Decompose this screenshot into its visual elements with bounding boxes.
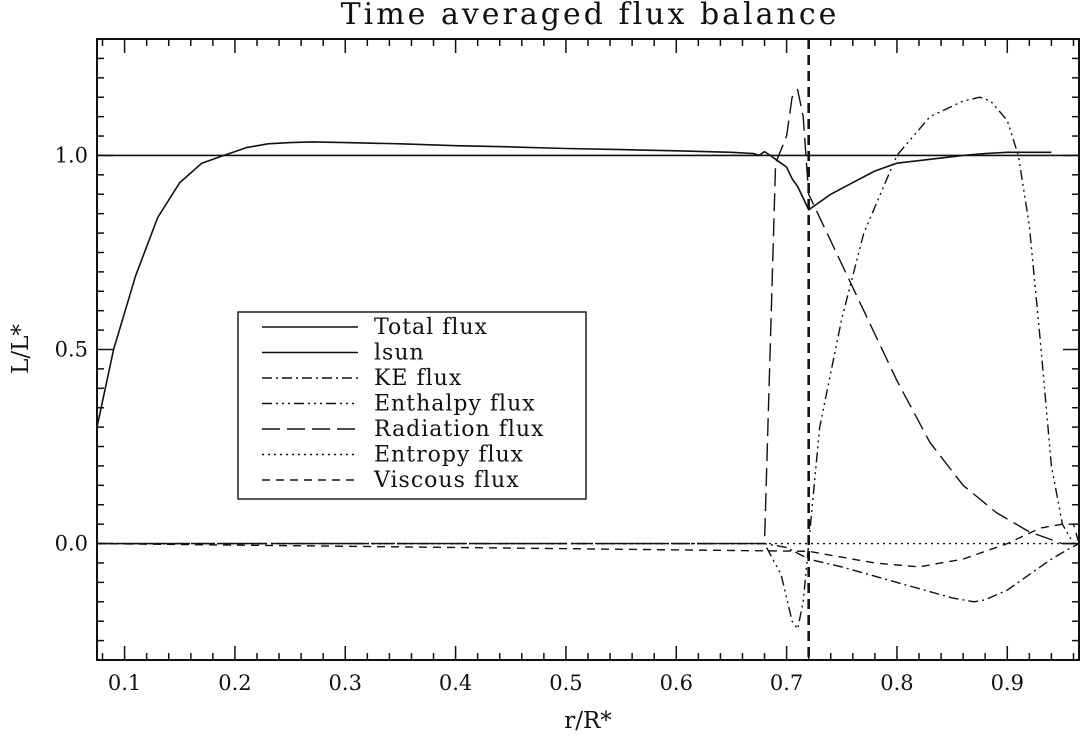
x-tick-label: 0.1 xyxy=(108,671,141,695)
x-axis-label: r/R* xyxy=(564,708,612,734)
x-tick-label: 0.5 xyxy=(549,671,582,695)
y-tick-label: 1.0 xyxy=(55,143,88,167)
legend-label: Enthalpy flux xyxy=(374,392,536,417)
y-axis-label: L/L* xyxy=(8,324,34,374)
chart-title: Time averaged flux balance xyxy=(341,0,840,32)
series-line-viscous-flux xyxy=(96,523,1080,568)
legend-box xyxy=(237,311,587,500)
y-tick-label: 0.5 xyxy=(55,338,88,362)
x-tick-label: 0.2 xyxy=(218,671,251,695)
series-line-total-flux xyxy=(96,141,1052,428)
x-tick-label: 0.8 xyxy=(880,671,913,695)
series-line-radiation-flux xyxy=(97,88,1079,545)
x-tick-label: 0.3 xyxy=(329,671,362,695)
legend-label: Total flux xyxy=(374,315,488,340)
x-tick-label: 0.6 xyxy=(660,671,693,695)
series-layer xyxy=(96,88,1080,630)
x-tick-label: 0.9 xyxy=(991,671,1024,695)
tick-labels: 0.1 0.2 0.3 0.4 0.5 0.6 0.7 0.8 0.9 0.0 0.5 1.0 xyxy=(55,143,1024,695)
x-tick-label: 0.7 xyxy=(770,671,803,695)
legend-label: KE flux xyxy=(374,366,462,391)
legend-label: lsun xyxy=(374,341,425,366)
plot-frame xyxy=(96,38,1080,661)
legend-label: Radiation flux xyxy=(374,417,544,442)
series-line-ke-flux xyxy=(97,542,1080,603)
series-line-enthalpy-flux xyxy=(97,96,1079,630)
legend-label: Viscous flux xyxy=(373,468,520,493)
legend-label: Entropy flux xyxy=(374,443,524,468)
x-tick-label: 0.4 xyxy=(439,671,472,695)
y-tick-label: 0.0 xyxy=(55,532,88,556)
